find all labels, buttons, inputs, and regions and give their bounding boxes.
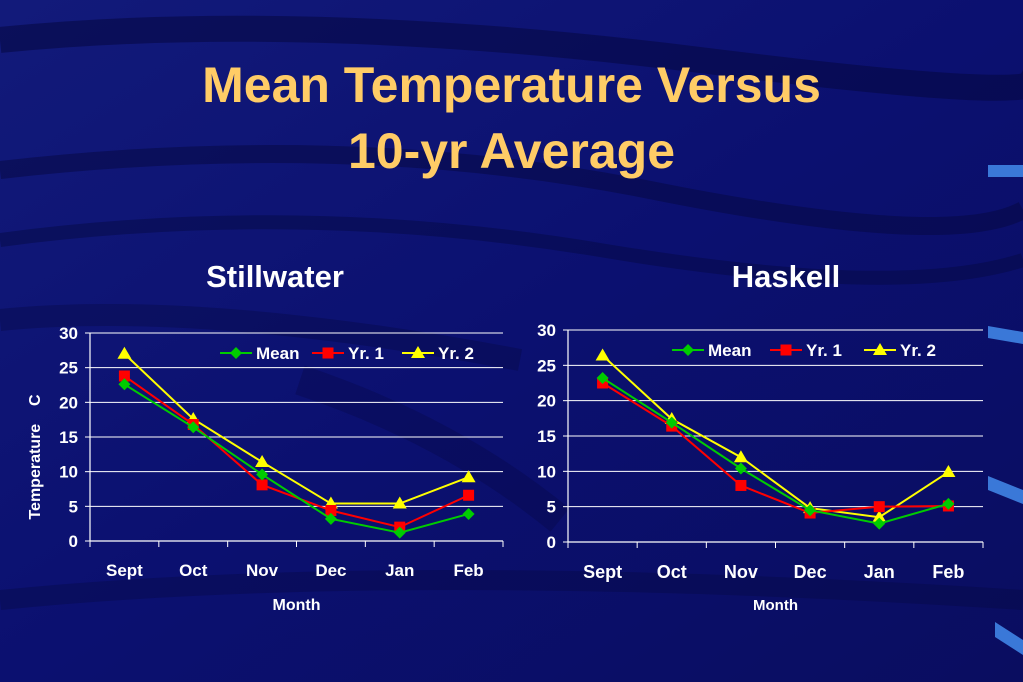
data-point xyxy=(325,504,337,516)
x-tick-label: Jan xyxy=(385,561,414,580)
x-tick-label: Feb xyxy=(932,562,964,582)
legend-label: Mean xyxy=(256,344,299,363)
data-point xyxy=(256,468,269,481)
data-point xyxy=(872,510,887,523)
x-tick-label: Nov xyxy=(246,561,279,580)
chart-1: Haskell 0 5 10 15 20 25 30 Sept Oct Nov Dec Jan Feb Mo… xyxy=(537,259,984,614)
series-line xyxy=(601,354,949,519)
decorative-bar xyxy=(988,476,1023,504)
legend-marker xyxy=(780,344,792,356)
y-tick-label: 5 xyxy=(547,498,556,517)
y-tick-label: 15 xyxy=(537,427,556,446)
legend-marker xyxy=(873,343,887,355)
legend-marker xyxy=(322,347,334,359)
data-point xyxy=(118,378,131,391)
data-point xyxy=(595,348,610,361)
data-point xyxy=(393,526,406,539)
slide-title-line-2: 10-yr Average xyxy=(347,123,676,179)
data-point xyxy=(117,346,132,359)
data-point xyxy=(463,489,475,501)
x-tick-label: Oct xyxy=(179,561,208,580)
y-tick-label: 25 xyxy=(59,359,78,378)
x-tick-label: Nov xyxy=(724,562,758,582)
series-line xyxy=(123,375,470,529)
data-point xyxy=(462,507,475,520)
data-point xyxy=(873,517,886,530)
y-tick-label: 20 xyxy=(537,392,556,411)
data-point xyxy=(187,421,200,434)
y-tick-label: 30 xyxy=(59,324,78,343)
data-point xyxy=(596,372,609,385)
y-tick-label: 20 xyxy=(59,393,78,412)
data-point xyxy=(392,496,407,509)
x-axis-label: Month xyxy=(273,597,321,614)
data-point xyxy=(461,470,476,483)
decorative-bar xyxy=(988,326,1023,344)
y-tick-label: 0 xyxy=(69,532,78,551)
legend: Mean Yr. 1 Yr. 2 xyxy=(672,341,936,360)
series-yr-2 xyxy=(117,346,476,509)
x-tick-label: Sept xyxy=(106,561,143,580)
y-tick-label: 0 xyxy=(547,533,556,552)
legend-marker xyxy=(682,344,694,356)
slide-title: Mean Temperature Versus 10-yr Average xyxy=(0,52,1023,184)
series-line xyxy=(123,353,469,505)
data-point xyxy=(873,501,885,513)
legend-marker xyxy=(230,347,242,359)
data-point xyxy=(735,479,747,491)
legend-marker xyxy=(411,346,425,358)
chart-title: Stillwater xyxy=(206,259,344,294)
y-tick-label: 10 xyxy=(537,462,556,481)
data-point xyxy=(324,512,337,525)
x-tick-label: Feb xyxy=(453,561,483,580)
x-tick-label: Dec xyxy=(315,561,346,580)
slide-title-line-1: Mean Temperature Versus xyxy=(202,57,821,113)
y-tick-label: 15 xyxy=(59,428,78,447)
data-point xyxy=(734,462,747,475)
legend-label: Yr. 1 xyxy=(806,341,842,360)
series-line xyxy=(602,382,949,515)
series-line xyxy=(123,383,469,534)
x-tick-label: Sept xyxy=(583,562,622,582)
x-tick-label: Oct xyxy=(657,562,687,582)
legend-label: Yr. 2 xyxy=(438,344,474,363)
series-mean xyxy=(596,372,955,530)
data-point xyxy=(942,497,955,510)
data-point xyxy=(733,450,748,463)
x-tick-label: Dec xyxy=(794,562,827,582)
series-yr-1 xyxy=(118,370,475,533)
series-yr-2 xyxy=(595,348,956,523)
legend-label: Yr. 2 xyxy=(900,341,936,360)
data-point xyxy=(665,416,678,429)
decorative-bar xyxy=(988,165,1023,177)
chart-title: Haskell xyxy=(732,259,841,294)
legend-label: Yr. 1 xyxy=(348,344,384,363)
chart-0: Stillwater 0 5 10 15 20 25 30 Sept Oct Nov Dec Jan Fe… xyxy=(27,259,504,614)
legend-label: Mean xyxy=(708,341,751,360)
y-tick-label: 10 xyxy=(59,463,78,482)
legend: Mean Yr. 1 Yr. 2 xyxy=(220,344,474,363)
y-axis-label: Temperature C xyxy=(27,394,44,520)
data-point xyxy=(118,370,130,382)
data-point xyxy=(256,479,268,491)
x-axis-label: Month xyxy=(753,597,798,614)
data-point xyxy=(804,504,817,517)
y-tick-label: 25 xyxy=(537,356,556,375)
series-line xyxy=(602,377,949,525)
series-mean xyxy=(118,378,475,539)
y-tick-label: 30 xyxy=(537,321,556,340)
decorative-bar xyxy=(995,622,1023,655)
x-tick-label: Jan xyxy=(864,562,895,582)
data-point xyxy=(941,465,956,478)
y-tick-label: 5 xyxy=(69,497,78,516)
data-point xyxy=(255,454,270,467)
